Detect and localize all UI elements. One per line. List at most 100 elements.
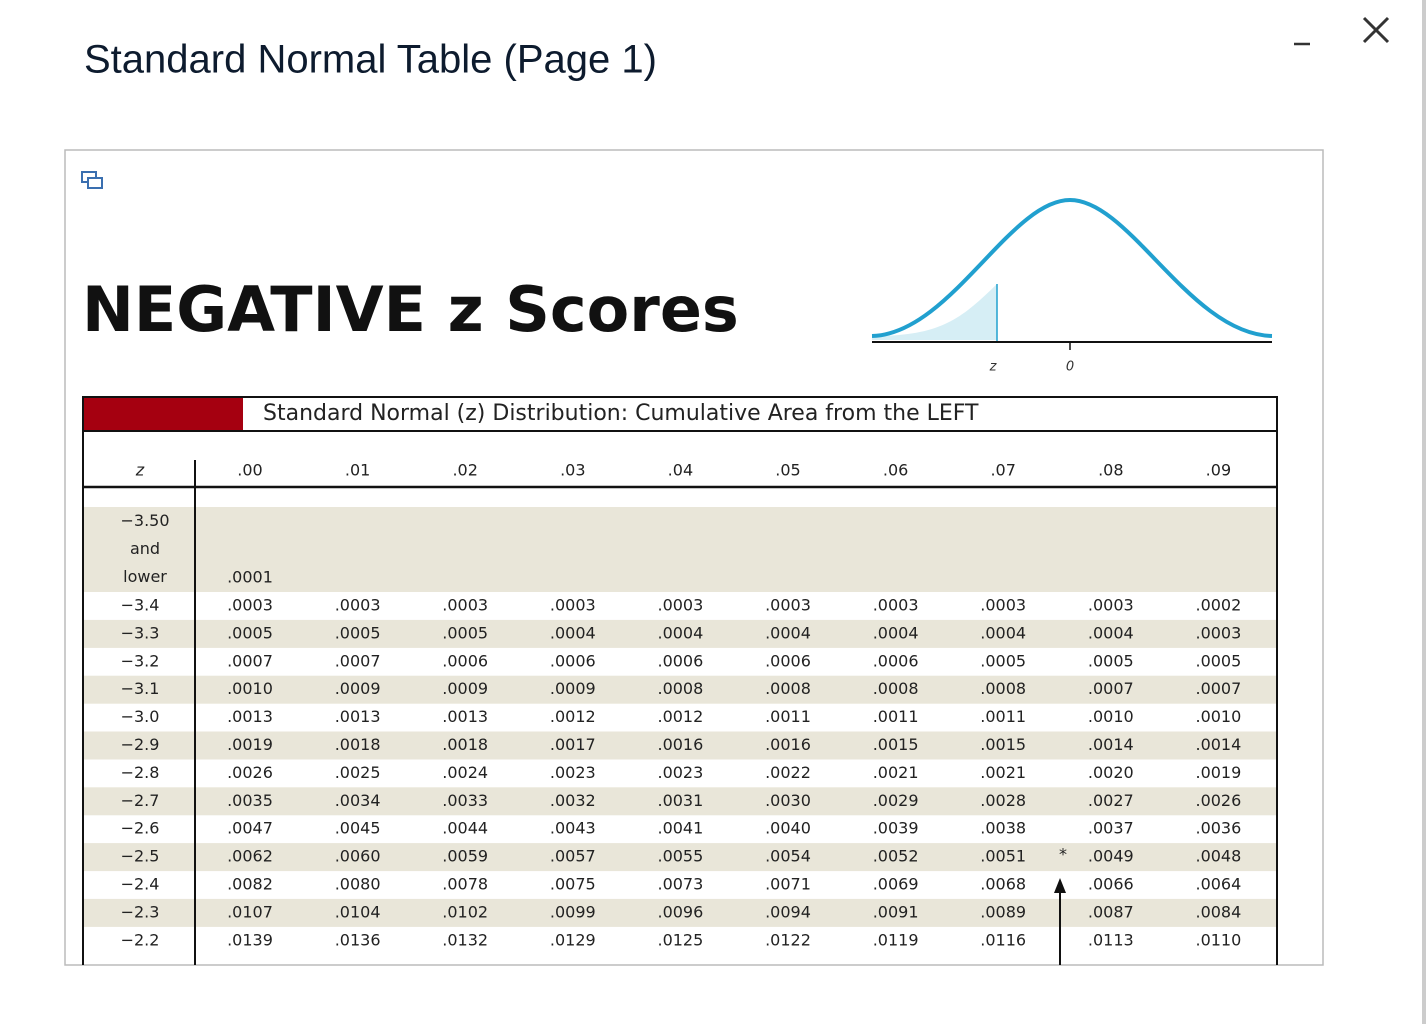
table-cell: .0007	[227, 651, 273, 670]
table-cell: .0012	[550, 707, 596, 726]
table-cell: .0032	[550, 791, 596, 810]
table-cell: .0009	[442, 679, 488, 698]
curve-zero-label: 0	[1066, 360, 1074, 375]
table-cell: .0003	[657, 596, 703, 615]
table-cell: .0122	[765, 930, 811, 949]
table-cell: .0129	[550, 930, 596, 949]
table-cell: .0026	[1195, 791, 1241, 810]
table-cell: .0037	[1088, 819, 1134, 838]
table-cell: .0071	[765, 875, 811, 894]
table-cell: .0006	[442, 651, 488, 670]
table-cell: .0091	[873, 902, 919, 921]
table-cell: .0010	[1195, 707, 1241, 726]
table-cell: .0024	[442, 763, 488, 782]
row-z-label: −3.4	[121, 596, 160, 615]
table-cell: .0003	[442, 596, 488, 615]
dialog-title: Standard Normal Table (Page 1)	[84, 38, 657, 82]
table-cell: .0119	[873, 930, 919, 949]
table-cell: .0015	[980, 735, 1026, 754]
table-cell: .0068	[980, 875, 1026, 894]
table-cell: .0008	[765, 679, 811, 698]
caption-block	[84, 398, 243, 430]
table-cell: .0048	[1195, 847, 1241, 866]
table-cell: .0014	[1088, 735, 1134, 754]
row-z-label: −2.6	[121, 819, 160, 838]
row-z-label: −2.9	[121, 735, 160, 754]
table-cell: .0029	[873, 791, 919, 810]
column-header: z	[135, 461, 145, 480]
table-cell: .0102	[442, 902, 488, 921]
figure-heading: NEGATIVE z Scores	[82, 273, 739, 346]
column-header: .02	[452, 461, 477, 480]
table-caption: Standard Normal (z) Distribution: Cumula…	[263, 401, 979, 426]
table-cell: .0043	[550, 819, 596, 838]
table-cell: .0110	[1195, 930, 1241, 949]
table-cell: .0013	[442, 707, 488, 726]
table-cell: .0022	[765, 763, 811, 782]
table-cell: .0003	[550, 596, 596, 615]
row-z-label: −3.50 and lower	[120, 511, 170, 586]
table-cell: .0025	[335, 763, 381, 782]
expand-icon[interactable]	[81, 171, 103, 189]
table-cell: .0004	[550, 623, 596, 642]
table-cell: .0132	[442, 930, 488, 949]
table-cell: .0001	[227, 568, 273, 587]
table-cell: .0028	[980, 791, 1026, 810]
table-cell: .0045	[335, 819, 381, 838]
row-z-label: −3.1	[121, 679, 160, 698]
table-cell: .0054	[765, 847, 811, 866]
row-z-label: −2.8	[121, 763, 160, 782]
table-cell: .0078	[442, 875, 488, 894]
row-z-label: −3.0	[121, 707, 160, 726]
curve-shade	[872, 284, 997, 340]
table-cell: .0004	[765, 623, 811, 642]
table-cell: .0104	[335, 902, 381, 921]
row-band	[84, 619, 1276, 648]
row-z-label: −2.4	[121, 875, 160, 894]
table-cell: .0005	[442, 623, 488, 642]
table-cell: .0036	[1195, 819, 1241, 838]
table-cell: .0049	[1088, 847, 1134, 866]
table-cell: .0062	[227, 847, 273, 866]
close-button[interactable]	[1362, 16, 1390, 44]
table-cell: .0004	[657, 623, 703, 642]
table-cell: .0107	[227, 902, 273, 921]
row-z-label: −2.2	[121, 930, 160, 949]
table-cell: .0007	[335, 651, 381, 670]
table-cell: .0017	[550, 735, 596, 754]
table-cell: .0004	[1088, 623, 1134, 642]
table-cell: .0116	[980, 930, 1026, 949]
table-cell: .0087	[1088, 902, 1134, 921]
table-cell: .0006	[873, 651, 919, 670]
table-cell: .0020	[1088, 763, 1134, 782]
table-cell: .0011	[873, 707, 919, 726]
row-z-label: −3.3	[121, 623, 160, 642]
table-cell: .0006	[550, 651, 596, 670]
table-cell: .0003	[980, 596, 1026, 615]
table-cell: .0034	[335, 791, 381, 810]
table-image: NEGATIVE z Scores z 0 Standard Normal (z…	[82, 197, 1278, 965]
table-cell: .0080	[335, 875, 381, 894]
table-cell: .0040	[765, 819, 811, 838]
column-header: .05	[775, 461, 800, 480]
column-header: .08	[1098, 461, 1123, 480]
table-cell: .0075	[550, 875, 596, 894]
table-cell: .0064	[1195, 875, 1241, 894]
row-z-label: −2.3	[121, 902, 160, 921]
table-cell: .0007	[1195, 679, 1241, 698]
table-cell: .0089	[980, 902, 1026, 921]
row-band	[84, 731, 1276, 760]
row-z-label: −3.2	[121, 651, 160, 670]
table-cell: .0004	[980, 623, 1026, 642]
table-cell: .0052	[873, 847, 919, 866]
curve-z-label: z	[989, 360, 998, 375]
pointer-arrowhead	[1054, 878, 1066, 893]
table-cell: .0003	[873, 596, 919, 615]
table-cell: .0035	[227, 791, 273, 810]
caption-bar	[82, 396, 1278, 432]
table-cell: .0008	[980, 679, 1026, 698]
table-cell: .0019	[1195, 763, 1241, 782]
table-cell: .0007	[1088, 679, 1134, 698]
table-cell: .0009	[550, 679, 596, 698]
